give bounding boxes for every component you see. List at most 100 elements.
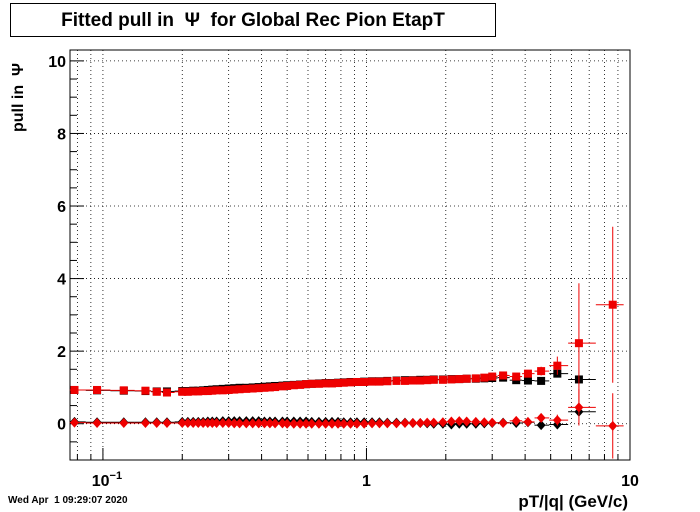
x-tick-label: 10	[621, 473, 639, 490]
red-square-point	[462, 374, 471, 383]
red-diamond-point	[212, 417, 222, 428]
red-square-point	[480, 373, 489, 382]
red-diamond-point	[162, 417, 172, 428]
red-square-point	[339, 378, 348, 387]
red-square-point	[423, 376, 432, 385]
red-square-point	[488, 372, 497, 381]
y-tick-label: 4	[57, 272, 66, 289]
red-diamond-point	[400, 417, 410, 428]
red-square-point	[183, 387, 192, 396]
red-diamond-point	[259, 418, 269, 429]
red-square-point	[271, 383, 280, 392]
red-square-point	[208, 386, 217, 395]
red-diamond-point	[574, 402, 584, 413]
x-tick-label: 10−1	[92, 470, 122, 490]
red-diamond-point	[314, 418, 324, 429]
y-tick-label: 8	[57, 126, 66, 143]
red-square-point	[537, 367, 546, 376]
red-diamond-point	[498, 417, 508, 428]
red-square-point	[321, 379, 330, 388]
y-tick-label: 6	[57, 199, 66, 216]
red-diamond-point	[462, 416, 472, 427]
red-square-point	[242, 384, 251, 393]
red-square-point	[314, 379, 323, 388]
red-square-point	[416, 376, 425, 385]
red-square-point	[152, 387, 161, 396]
red-diamond-point	[295, 418, 305, 429]
y-tick-label: 0	[57, 417, 66, 434]
red-diamond-point	[415, 417, 425, 428]
timestamp: Wed Apr 1 09:29:07 2020	[8, 495, 128, 506]
red-diamond-point	[229, 418, 239, 429]
red-diamond-point	[92, 417, 102, 428]
red-square-point	[429, 375, 438, 384]
red-diamond-point	[422, 417, 432, 428]
x-tick-label: 1	[362, 473, 371, 490]
red-diamond-point	[408, 417, 418, 428]
red-diamond-point	[183, 417, 193, 428]
black-square-point	[523, 376, 532, 385]
red-diamond-point	[218, 417, 228, 428]
red-square-point	[235, 385, 244, 394]
red-diamond-point	[198, 417, 208, 428]
red-square-point	[70, 385, 79, 394]
red-diamond-point	[248, 418, 258, 429]
x-axis-label: pT/|q| (GeV/c)	[518, 492, 628, 511]
red-diamond-point	[382, 418, 392, 429]
red-diamond-point	[339, 418, 349, 429]
red-square-point	[400, 376, 409, 385]
red-square-point	[199, 387, 208, 396]
red-diamond-point	[301, 418, 311, 429]
red-diamond-point	[224, 417, 234, 428]
red-square-point	[194, 387, 203, 396]
red-diamond-point	[511, 415, 521, 426]
red-diamond-point	[536, 412, 546, 423]
red-diamond-point	[235, 418, 245, 429]
red-diamond-point	[359, 418, 369, 429]
red-square-point	[230, 385, 239, 394]
red-square-point	[352, 377, 361, 386]
red-diamond-point	[282, 418, 292, 429]
red-square-point	[447, 375, 456, 384]
red-square-point	[307, 379, 316, 388]
red-square-point	[93, 385, 102, 394]
red-square-point	[254, 384, 263, 393]
red-square-point	[574, 339, 583, 348]
red-diamond-point	[333, 418, 343, 429]
red-diamond-point	[367, 418, 377, 429]
red-diamond-point	[352, 418, 362, 429]
red-diamond-point	[446, 416, 456, 427]
red-square-point	[248, 384, 257, 393]
red-diamond-point	[241, 418, 251, 429]
red-square-point	[302, 380, 311, 389]
black-square-point	[537, 376, 546, 385]
red-square-point	[553, 361, 562, 370]
red-diamond-point	[254, 418, 264, 429]
red-square-point	[512, 372, 521, 381]
red-diamond-point	[193, 417, 203, 428]
red-square-point	[455, 375, 464, 384]
red-square-point	[408, 376, 417, 385]
red-square-point	[296, 380, 305, 389]
black-diamond-point	[536, 420, 546, 431]
red-square-point	[471, 374, 480, 383]
red-square-point	[141, 386, 150, 395]
red-square-point	[375, 377, 384, 386]
red-square-point	[383, 377, 392, 386]
red-square-point	[438, 375, 447, 384]
red-square-point	[392, 376, 401, 385]
red-diamond-point	[374, 418, 384, 429]
red-diamond-point	[391, 418, 401, 429]
red-diamond-point	[479, 417, 489, 428]
red-diamond-point	[523, 416, 533, 427]
red-square-point	[189, 387, 198, 396]
red-diamond-point	[188, 417, 198, 428]
red-square-point	[119, 386, 128, 395]
red-diamond-point	[487, 417, 497, 428]
title-box: Fitted pull in Ψ for Global Rec Pion Eta…	[10, 3, 496, 37]
plot-frame	[69, 49, 631, 461]
red-square-point	[368, 377, 377, 386]
red-diamond-point	[321, 418, 331, 429]
red-square-point	[328, 379, 337, 388]
red-square-point	[608, 300, 617, 309]
